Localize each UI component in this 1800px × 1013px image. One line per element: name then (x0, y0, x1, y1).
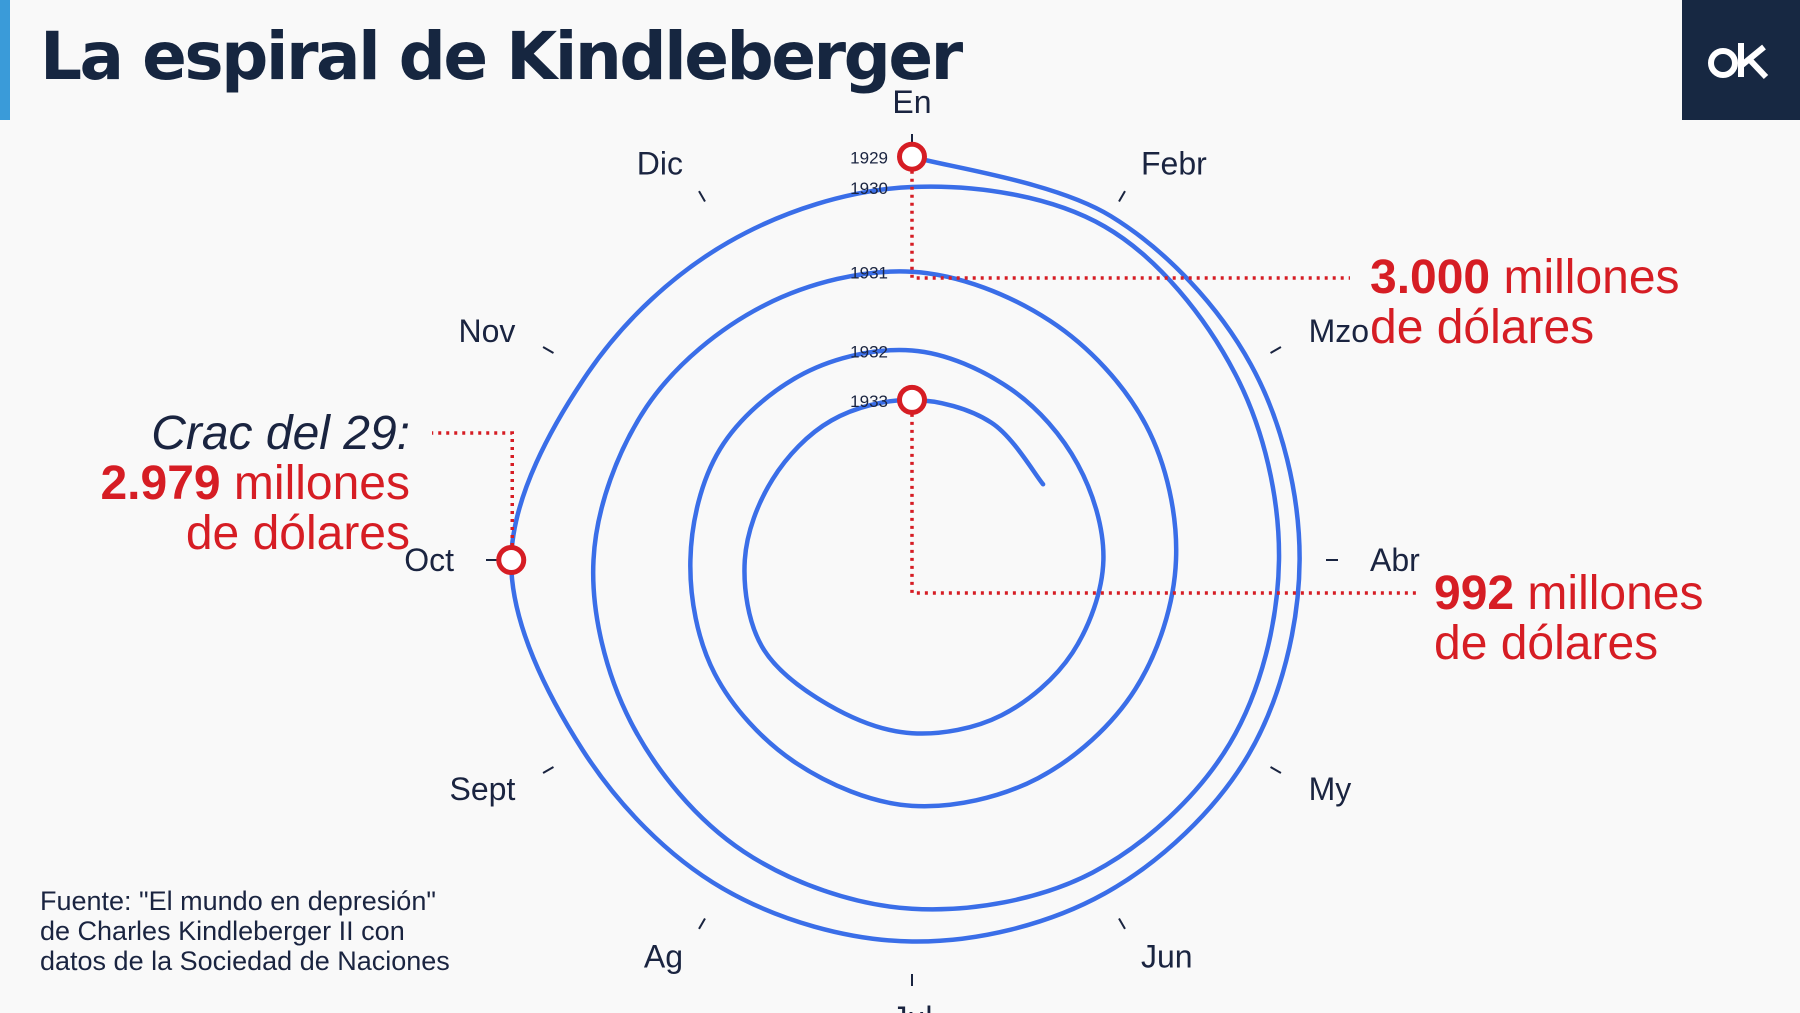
month-label: Jun (1141, 939, 1193, 975)
annotation-value-bold: 992 (1434, 567, 1514, 620)
month-tick (1118, 918, 1126, 930)
source-line: datos de la Sociedad de Naciones (40, 946, 450, 976)
month-label: Ag (644, 939, 683, 975)
annotation-value-bold: 3.000 (1370, 251, 1490, 304)
month-tick (698, 190, 706, 202)
spiral-line (508, 154, 1302, 944)
source-note: Fuente: "El mundo en depresión" de Charl… (40, 886, 500, 976)
month-label: Oct (404, 542, 454, 578)
annotation-unit: de dólares (1434, 617, 1658, 670)
year-label: 1929 (850, 149, 888, 168)
annotation-value-unit: millones (221, 457, 410, 510)
annotation-value: 3.000 millones (1370, 251, 1680, 304)
source-line: Fuente: "El mundo en depresión" (40, 886, 436, 916)
annotation-value: 2.979 millones (100, 457, 410, 510)
leader-line (910, 170, 1350, 280)
year-label: 1930 (850, 179, 888, 198)
month-tick (542, 346, 554, 354)
highlight-marker (897, 141, 927, 172)
month-label: My (1309, 771, 1352, 807)
annotation-value-unit: millones (1514, 567, 1703, 620)
year-label: 1932 (850, 342, 888, 361)
month-label: En (892, 84, 931, 120)
logo-ok-icon: ok (1708, 43, 1769, 80)
month-label: Sept (450, 771, 516, 807)
year-label: 1931 (850, 264, 888, 283)
annotation-value: 992 millones (1434, 567, 1704, 620)
month-tick (1118, 190, 1126, 202)
month-label: Febr (1141, 145, 1207, 181)
month-tick (1270, 766, 1282, 774)
annotation-unit: de dólares (1370, 301, 1594, 354)
month-tick (1270, 346, 1282, 354)
annotation-label: Crac del 29: (151, 407, 410, 460)
annotation-value-bold: 2.979 (100, 457, 220, 510)
page-title: La espiral de Kindleberger (40, 18, 963, 95)
year-label: 1933 (850, 392, 888, 411)
month-label: Jul (892, 1000, 933, 1013)
month-label: Dic (637, 145, 683, 181)
annotation-value-unit: millones (1490, 251, 1679, 304)
logo: ok (1682, 0, 1800, 120)
highlight-marker (496, 545, 527, 575)
highlight-marker (897, 384, 927, 415)
month-tick (698, 918, 706, 930)
month-tick (542, 766, 554, 774)
leader-line (432, 431, 514, 546)
source-line: de Charles Kindleberger II con (40, 916, 405, 946)
month-label: Abr (1370, 542, 1420, 578)
leader-line (910, 413, 1418, 595)
annotation-unit: de dólares (186, 507, 410, 560)
month-label: Nov (458, 313, 515, 349)
title-accent-bar (0, 0, 10, 120)
month-label: Mzo (1309, 313, 1369, 349)
